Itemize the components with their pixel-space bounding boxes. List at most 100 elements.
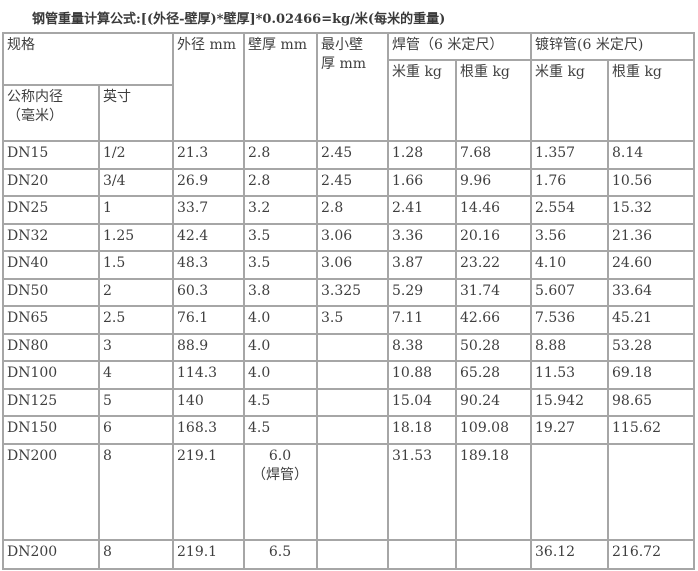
- table-cell: 6.5: [243, 538, 318, 570]
- table-cell: 1.28: [387, 140, 457, 170]
- table-cell: DN200: [2, 442, 100, 541]
- table-cell: 3.325: [316, 277, 389, 307]
- table-cell: 11.53: [530, 360, 609, 390]
- table-cell: [530, 442, 609, 541]
- table-cell: 19.27: [530, 415, 609, 445]
- table-cell: 1.357: [530, 140, 609, 170]
- table-cell: 88.9: [172, 332, 245, 362]
- table-cell: 33.64: [607, 277, 695, 307]
- header-galvanized-meter-weight: 米重 kg: [530, 59, 609, 142]
- formula-title: 钢管重量计算公式:[(外径-壁厚)*壁厚]*0.02466=kg/米(每米的重量…: [32, 12, 446, 27]
- table-cell: 168.3: [172, 415, 245, 445]
- table-row: DN80 3 88.9 4.0 8.38 50.28 8.88 53.28: [2, 332, 695, 362]
- table-cell: 69.18: [607, 360, 695, 390]
- table-cell: 26.9: [172, 167, 245, 197]
- table-cell: 3/4: [98, 167, 174, 197]
- header-wall-thickness: 壁厚 mm: [243, 32, 318, 142]
- table-cell: 8.88: [530, 332, 609, 362]
- table-cell: 3.2: [243, 195, 318, 225]
- table-header: 规格 外径 mm 壁厚 mm 最小壁 厚 mm 焊管（6 米定尺） 镀锌管(6 …: [2, 32, 695, 142]
- table-cell: DN25: [2, 195, 100, 225]
- table-cell: DN40: [2, 250, 100, 280]
- table-cell: DN125: [2, 387, 100, 417]
- table-cell: DN100: [2, 360, 100, 390]
- table-cell: [387, 538, 457, 570]
- table-cell: DN65: [2, 305, 100, 335]
- table-cell: 50.28: [455, 332, 532, 362]
- table-row: DN65 2.5 76.1 4.0 3.5 7.11 42.66 7.536 45.21: [2, 305, 695, 335]
- table-cell: [607, 442, 695, 541]
- table-cell: 3.87: [387, 250, 457, 280]
- table-cell: DN200: [2, 538, 100, 570]
- table-cell: [455, 538, 532, 570]
- table-cell: 4.5: [243, 415, 318, 445]
- table-cell: 1.66: [387, 167, 457, 197]
- table-cell: 31.53: [387, 442, 457, 541]
- table-cell: 4.10: [530, 250, 609, 280]
- header-row-3: 公称内径 （毫米） 英寸: [2, 84, 694, 142]
- table-cell: 23.22: [455, 250, 532, 280]
- header-galvanized-pipe-group: 镀锌管(6 米定尺): [530, 32, 695, 61]
- table-cell: 4.0: [243, 360, 318, 390]
- table-cell: 115.62: [607, 415, 695, 445]
- table-cell: 21.3: [172, 140, 245, 170]
- table-row: DN200 8 219.1 6.5 36.12 216.72: [2, 538, 695, 570]
- table-cell: 3.06: [316, 222, 389, 252]
- table-cell: 5.607: [530, 277, 609, 307]
- table-cell: 10.88: [387, 360, 457, 390]
- table-cell: 3.5: [243, 222, 318, 252]
- table-cell: 4.0: [243, 305, 318, 335]
- table-cell: 36.12: [530, 538, 609, 570]
- header-row-2: 米重 kg 根重 kg 米重 kg 根重 kg: [3, 59, 695, 142]
- table-cell: 219.1: [172, 538, 245, 570]
- table-cell: 14.46: [455, 195, 532, 225]
- pipe-weight-table: 规格 外径 mm 壁厚 mm 最小壁 厚 mm 焊管（6 米定尺） 镀锌管(6 …: [2, 32, 695, 570]
- table-cell: [316, 360, 389, 390]
- table-cell: 3.56: [530, 222, 609, 252]
- table-cell: 3.36: [387, 222, 457, 252]
- table-cell: 140: [172, 387, 245, 417]
- table-cell: 2.41: [387, 195, 457, 225]
- table-cell: [316, 415, 389, 445]
- table-cell: 216.72: [607, 538, 695, 570]
- table-cell: [316, 332, 389, 362]
- header-nominal-diameter: 公称内径 （毫米）: [2, 84, 100, 142]
- table-cell: 6: [98, 415, 174, 445]
- table-cell: 3.5: [316, 305, 389, 335]
- table-cell: 20.16: [455, 222, 532, 252]
- table-cell: 1.5: [98, 250, 174, 280]
- table-cell: DN50: [2, 277, 100, 307]
- table-cell: 15.04: [387, 387, 457, 417]
- table-row: DN125 5 140 4.5 15.04 90.24 15.942 98.65: [2, 387, 695, 417]
- header-welded-piece-weight: 根重 kg: [455, 59, 532, 142]
- table-cell: 10.56: [607, 167, 695, 197]
- table-cell: 21.36: [607, 222, 695, 252]
- table-cell: 3.5: [243, 250, 318, 280]
- table-cell: 3.06: [316, 250, 389, 280]
- table-cell: 15.32: [607, 195, 695, 225]
- table-cell: 53.28: [607, 332, 695, 362]
- table-cell: 1/2: [98, 140, 174, 170]
- table-cell: 24.60: [607, 250, 695, 280]
- header-welded-meter-weight: 米重 kg: [387, 59, 457, 142]
- table-cell: DN150: [2, 415, 100, 445]
- table-cell: [316, 538, 389, 570]
- table-cell: 42.4: [172, 222, 245, 252]
- table-cell: 3.8: [243, 277, 318, 307]
- table-row: DN20 3/4 26.9 2.8 2.45 1.66 9.96 1.76 10.56: [2, 167, 695, 197]
- header-outer-diameter: 外径 mm: [172, 32, 245, 142]
- table-cell: DN80: [2, 332, 100, 362]
- table-cell: 3: [98, 332, 174, 362]
- table-cell: 76.1: [172, 305, 245, 335]
- header-spec: 规格: [2, 32, 174, 86]
- header-galvanized-piece-weight: 根重 kg: [607, 59, 695, 142]
- table-cell: 8: [98, 442, 174, 541]
- table-cell: 114.3: [172, 360, 245, 390]
- table-cell: 8.14: [607, 140, 695, 170]
- table-row: DN50 2 60.3 3.8 3.325 5.29 31.74 5.607 33.64: [2, 277, 695, 307]
- header-row-1: 规格 外径 mm 壁厚 mm 最小壁 厚 mm 焊管（6 米定尺） 镀锌管(6 …: [2, 32, 695, 142]
- table-row: DN25 1 33.7 3.2 2.8 2.41 14.46 2.554 15.32: [2, 195, 695, 225]
- table-cell: DN32: [2, 222, 100, 252]
- table-cell: 109.08: [455, 415, 532, 445]
- table-cell: 33.7: [172, 195, 245, 225]
